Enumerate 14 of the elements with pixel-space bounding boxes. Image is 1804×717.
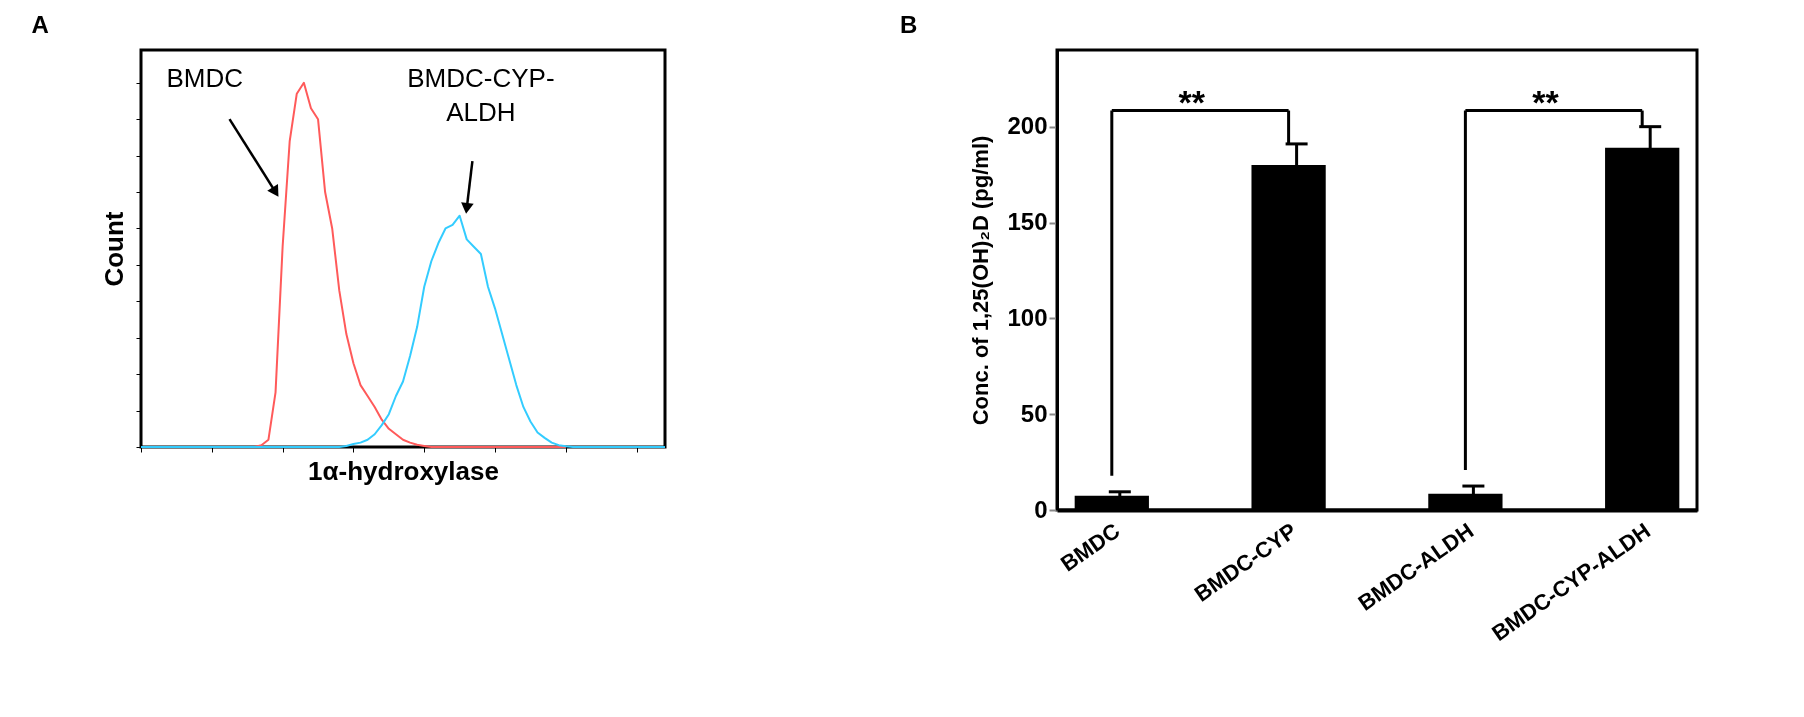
y-tick-label: 50 bbox=[1020, 399, 1048, 427]
y-tick-label: 150 bbox=[1007, 208, 1048, 235]
x-axis-title: 1α-hydroxylase bbox=[308, 456, 499, 486]
y-axis-title: Count bbox=[99, 211, 129, 287]
annotation: ** bbox=[1178, 82, 1206, 121]
y-tick-label: 0 bbox=[1034, 495, 1048, 523]
annotation: BMDC-CYP-ALDH bbox=[407, 62, 555, 127]
annotation: ** bbox=[1532, 82, 1560, 121]
y-axis-title: Conc. of 1,25(OH)₂D (pg/ml) bbox=[968, 135, 994, 426]
y-tick-label: 100 bbox=[1007, 303, 1048, 331]
y-tick-label: 200 bbox=[1007, 112, 1048, 140]
annotation: BMDC bbox=[166, 62, 244, 93]
chart-title: B bbox=[899, 11, 918, 38]
chart-title: A bbox=[31, 11, 49, 38]
